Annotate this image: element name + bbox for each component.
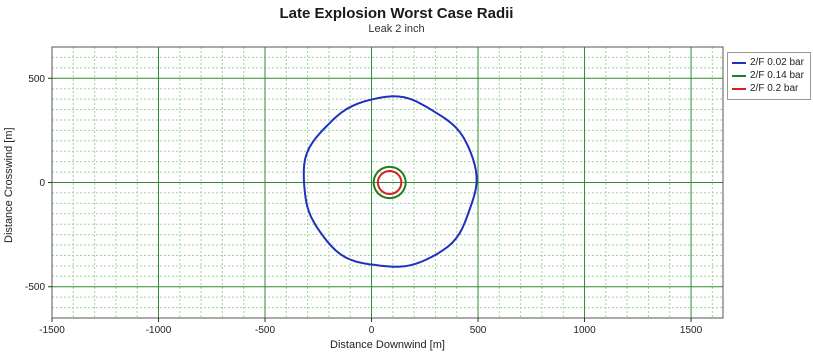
x-axis-label: Distance Downwind [m] <box>330 339 445 351</box>
y-tick-label: -500 <box>25 282 45 293</box>
x-tick-label: 1000 <box>573 325 596 336</box>
legend-label-series-1: 2/F 0.02 bar <box>750 57 804 68</box>
y-tick-label: 500 <box>28 74 45 85</box>
legend-swatch-series-3 <box>732 87 746 90</box>
x-tick-label: -1000 <box>146 325 172 336</box>
legend: 2/F 0.02 bar 2/F 0.14 bar 2/F 0.2 bar <box>727 52 811 100</box>
series-contour-1 <box>302 95 478 268</box>
series-contour-2 <box>372 165 407 200</box>
x-tick-label: -500 <box>255 325 275 336</box>
x-tick-label: 0 <box>369 325 375 336</box>
y-tick-label: 0 <box>39 178 45 189</box>
x-tick-label: 500 <box>470 325 487 336</box>
legend-item-series-2: 2/F 0.14 bar <box>732 69 810 82</box>
series-contour-3 <box>376 170 403 195</box>
legend-label-series-2: 2/F 0.14 bar <box>750 70 804 81</box>
legend-item-series-3: 2/F 0.2 bar <box>732 82 810 95</box>
legend-swatch-series-1 <box>732 61 746 64</box>
x-tick-label: -1500 <box>39 325 65 336</box>
chart-subtitle: Leak 2 inch <box>368 23 425 35</box>
chart-title: Late Explosion Worst Case Radii <box>279 5 514 22</box>
legend-swatch-series-2 <box>732 74 746 77</box>
legend-item-series-1: 2/F 0.02 bar <box>732 56 810 69</box>
legend-label-series-3: 2/F 0.2 bar <box>750 83 799 94</box>
x-tick-label: 1500 <box>680 325 703 336</box>
